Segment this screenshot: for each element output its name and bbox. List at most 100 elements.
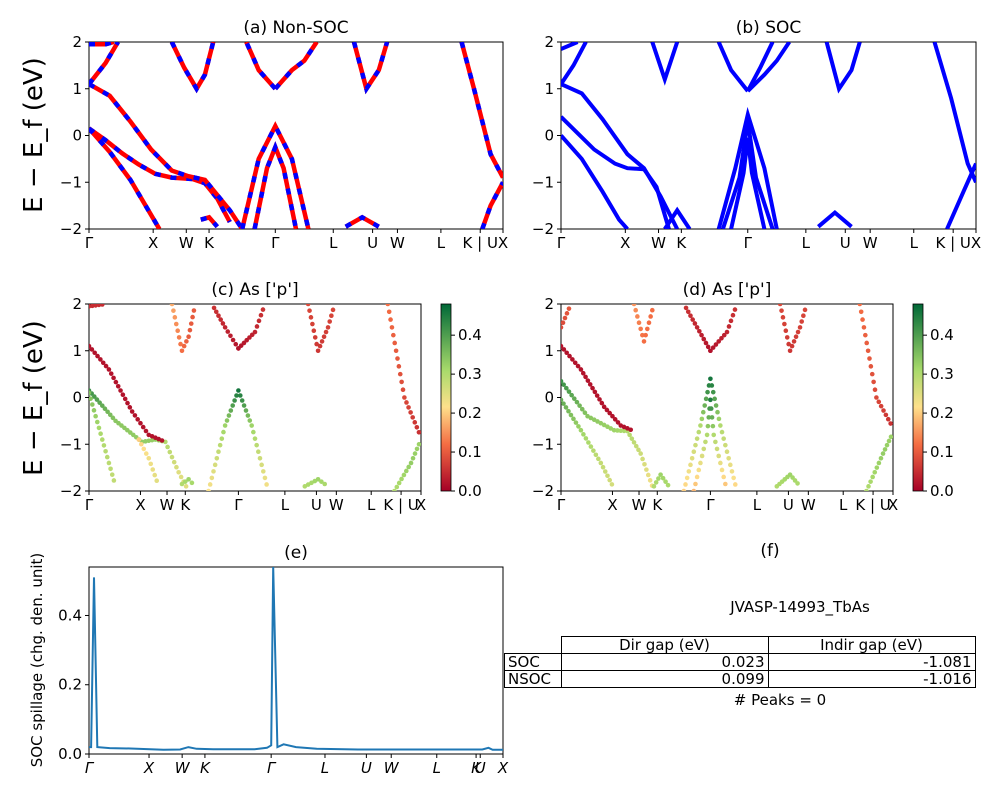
projected-point bbox=[217, 442, 223, 448]
projected-point bbox=[607, 477, 612, 483]
projected-point bbox=[186, 477, 191, 482]
y-tick-label: 0 bbox=[544, 389, 554, 407]
colorbar-tick-label: 0.1 bbox=[930, 443, 954, 461]
projected-point bbox=[888, 434, 893, 440]
projected-point bbox=[111, 478, 117, 483]
projected-point bbox=[125, 400, 130, 406]
projected-point bbox=[330, 307, 336, 313]
band-line-dashed bbox=[89, 82, 245, 229]
projected-point bbox=[583, 436, 589, 441]
projected-point bbox=[173, 321, 179, 327]
soc-indir-gap: -1.081 bbox=[767, 653, 976, 671]
colorbar-tick-label: 0.4 bbox=[930, 326, 954, 344]
x-tick-label: Γ bbox=[557, 234, 566, 252]
projected-point bbox=[590, 385, 595, 391]
projected-point bbox=[106, 460, 112, 466]
projected-point bbox=[178, 474, 184, 480]
projected-point bbox=[645, 472, 651, 478]
projected-point bbox=[187, 327, 193, 333]
axes-frame bbox=[88, 41, 504, 230]
band-line-dashed bbox=[351, 42, 390, 95]
projected-point bbox=[104, 454, 110, 460]
projected-point bbox=[618, 428, 624, 433]
projected-point bbox=[886, 438, 892, 444]
projected-point bbox=[714, 446, 720, 452]
projected-point bbox=[308, 315, 314, 320]
projected-point bbox=[578, 367, 584, 372]
projected-point bbox=[169, 454, 175, 460]
projected-point bbox=[95, 419, 100, 425]
projected-point bbox=[93, 413, 98, 419]
projected-point bbox=[683, 482, 688, 487]
projected-point bbox=[795, 329, 801, 335]
projected-point bbox=[211, 469, 216, 474]
projected-point bbox=[251, 429, 256, 435]
projected-point bbox=[260, 307, 266, 312]
projected-point bbox=[784, 335, 790, 340]
projected-point bbox=[111, 375, 116, 381]
projected-point bbox=[138, 441, 144, 447]
projected-point bbox=[189, 480, 195, 486]
projected-point bbox=[874, 395, 879, 400]
x-tick-label: W bbox=[384, 759, 400, 777]
projected-point bbox=[685, 309, 691, 315]
projected-point bbox=[602, 469, 608, 474]
projected-point bbox=[315, 477, 321, 482]
projected-point bbox=[718, 460, 723, 466]
projected-point bbox=[594, 393, 600, 398]
projected-point bbox=[416, 429, 421, 435]
nsoc-indir-gap: -1.016 bbox=[767, 670, 976, 688]
y-axis-label: E − E_f (eV) bbox=[19, 57, 49, 213]
projected-point bbox=[645, 326, 650, 332]
projected-point bbox=[99, 403, 105, 408]
projected-point bbox=[880, 451, 886, 456]
projected-point bbox=[213, 309, 219, 315]
projected-point bbox=[115, 383, 121, 389]
projected-point bbox=[787, 348, 793, 354]
projected-point bbox=[699, 332, 704, 338]
projected-point bbox=[883, 412, 889, 418]
projected-point bbox=[703, 340, 709, 346]
band-line-dashed bbox=[344, 214, 380, 229]
projected-point bbox=[566, 408, 571, 414]
band-line-dashed bbox=[200, 214, 219, 229]
projected-point bbox=[209, 475, 215, 481]
projected-point bbox=[307, 308, 312, 313]
projected-point bbox=[710, 389, 716, 395]
band-line-dashed bbox=[169, 42, 216, 94]
row-label-nsoc: NSOC bbox=[504, 670, 562, 688]
x-tick-label: W bbox=[329, 496, 344, 514]
colorbar-tick-label: 0.3 bbox=[930, 365, 954, 383]
y-tick-label: 0.0 bbox=[58, 745, 82, 763]
projected-point bbox=[786, 341, 791, 347]
projected-point bbox=[579, 406, 585, 412]
projected-point bbox=[181, 343, 187, 349]
y-tick-label: −2 bbox=[60, 220, 82, 238]
projected-point bbox=[716, 453, 721, 459]
projected-point bbox=[99, 304, 105, 307]
projected-point bbox=[591, 448, 596, 453]
y-tick-label: −1 bbox=[532, 173, 554, 191]
projected-point bbox=[650, 307, 655, 313]
projected-point bbox=[567, 353, 572, 359]
projected-point bbox=[712, 396, 717, 402]
x-tick-label: L bbox=[753, 496, 762, 514]
projected-point bbox=[261, 469, 266, 474]
projected-point bbox=[713, 342, 719, 347]
projected-point bbox=[233, 341, 239, 347]
projected-point bbox=[176, 335, 182, 340]
projected-point bbox=[129, 409, 135, 414]
projected-point bbox=[91, 408, 97, 413]
x-tick-label: K bbox=[676, 234, 687, 252]
projected-point bbox=[183, 484, 189, 489]
projected-point bbox=[95, 353, 100, 359]
x-tick-label: W bbox=[632, 496, 647, 514]
projected-point bbox=[140, 424, 146, 430]
projected-point bbox=[627, 432, 632, 438]
x-tick-label: X bbox=[607, 496, 617, 514]
panel-title: (e) bbox=[284, 543, 308, 563]
projected-point bbox=[247, 418, 253, 423]
projected-point bbox=[636, 320, 642, 326]
x-tick-label: W bbox=[179, 234, 194, 252]
projected-point bbox=[207, 482, 213, 487]
